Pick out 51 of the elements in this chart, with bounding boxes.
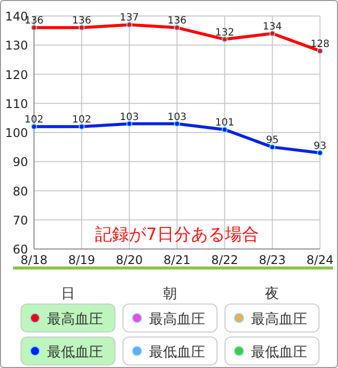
- text: 夜: [265, 286, 279, 302]
- point: [31, 24, 37, 31]
- x-tick-label: 8/21: [164, 253, 190, 267]
- text: 日: [61, 286, 75, 302]
- y-tick-label: 80: [12, 184, 28, 198]
- point: [126, 120, 132, 127]
- x-tick-label: 8/23: [258, 253, 286, 267]
- text: 朝: [163, 286, 177, 302]
- x-tick-label: 8/24: [306, 253, 334, 267]
- legend-label: 最低血圧: [47, 344, 103, 360]
- annotation: 記録が7日分ある場合: [95, 225, 259, 245]
- y-tick-label: 130: [5, 38, 28, 53]
- point: [317, 150, 323, 156]
- point: [31, 124, 37, 130]
- point: [269, 30, 276, 36]
- point: [78, 24, 85, 31]
- legend-label: 最高血圧: [149, 312, 205, 328]
- y-tick-label: 70: [12, 213, 28, 228]
- data-label: 132: [215, 27, 234, 38]
- point: [126, 22, 132, 28]
- point: [174, 120, 180, 127]
- point: [269, 144, 276, 150]
- data-label: 93: [314, 140, 326, 152]
- point: [174, 24, 180, 31]
- point: [222, 126, 228, 133]
- data-label: 102: [72, 114, 92, 126]
- legend-label: 最高血圧: [47, 312, 103, 328]
- legend-label: 最高血圧: [251, 312, 307, 328]
- point: [78, 124, 85, 130]
- point: [317, 48, 323, 54]
- data-label: 136: [72, 16, 92, 27]
- data-label: 136: [24, 16, 44, 27]
- legend-label: 最低血圧: [149, 344, 205, 360]
- x-tick-label: 8/20: [116, 253, 143, 267]
- data-label: 137: [120, 12, 139, 24]
- y-tick-label: 90: [12, 155, 28, 170]
- data-label: 136: [167, 16, 187, 27]
- y-tick-label: 110: [5, 96, 28, 111]
- y-tick-label: 100: [5, 126, 28, 140]
- data-label: 103: [120, 112, 139, 123]
- data-label: 134: [262, 21, 282, 32]
- legend-label: 最低血圧: [251, 344, 307, 360]
- data-label: 101: [215, 118, 234, 129]
- y-tick-label: 120: [5, 68, 28, 82]
- data-label: 95: [266, 135, 279, 146]
- x-tick-label: 8/22: [211, 253, 238, 267]
- data-label: 103: [167, 112, 187, 123]
- x-tick-label: 8/19: [68, 253, 96, 267]
- data-label: 128: [310, 38, 330, 50]
- data-label: 102: [24, 114, 44, 126]
- point: [222, 36, 228, 42]
